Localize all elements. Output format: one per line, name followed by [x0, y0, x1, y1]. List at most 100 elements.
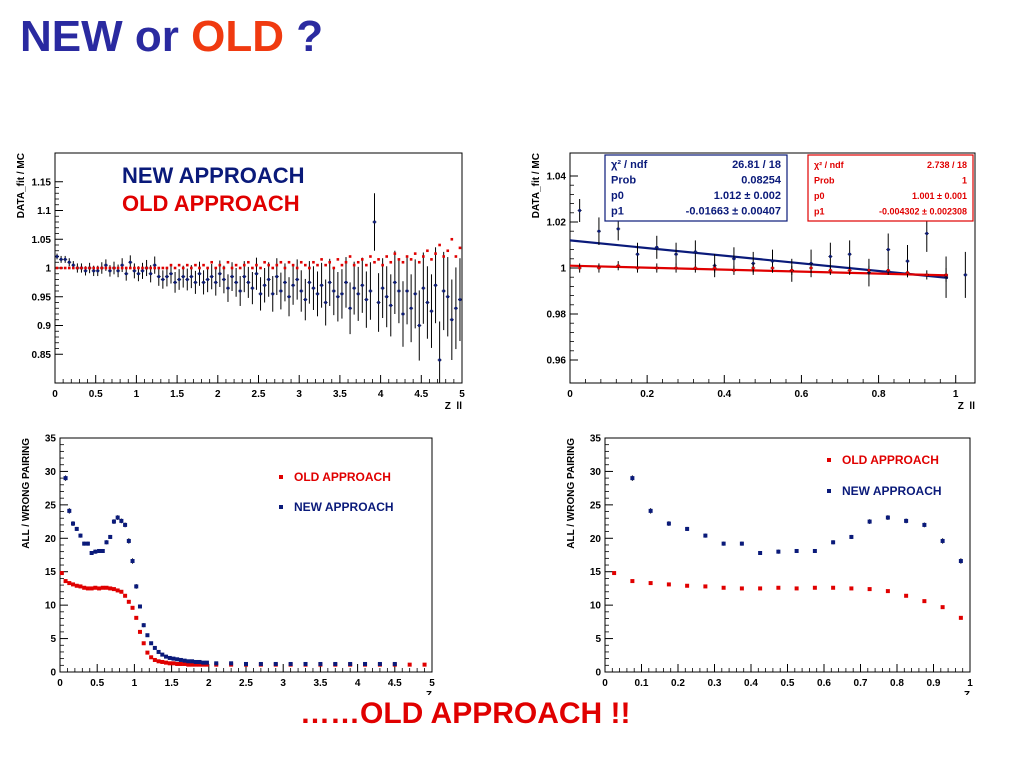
data-point — [336, 258, 340, 261]
data-point — [124, 266, 128, 270]
data-point — [206, 278, 209, 281]
data-point — [904, 593, 909, 598]
data-point — [194, 281, 197, 284]
data-point — [340, 292, 344, 296]
data-point — [790, 269, 794, 272]
data-point — [185, 263, 189, 267]
data-point — [59, 258, 63, 261]
data-point — [263, 260, 266, 264]
data-point — [288, 661, 293, 666]
legend-entry: OLD APPROACH — [842, 453, 939, 467]
data-point — [88, 266, 91, 270]
x-tick-label: 1 — [967, 678, 973, 689]
data-point — [111, 519, 116, 524]
y-tick-label: 15 — [590, 567, 602, 578]
data-point — [308, 281, 311, 284]
data-point — [59, 266, 63, 270]
data-point — [867, 269, 871, 272]
data-point — [328, 281, 332, 284]
data-point — [206, 266, 209, 270]
data-point — [401, 260, 405, 264]
y-tick-label: 5 — [595, 634, 601, 645]
y-tick-label: 25 — [590, 500, 602, 511]
y-tick-label: 0 — [595, 668, 601, 679]
data-point — [612, 571, 617, 576]
data-point — [385, 255, 389, 258]
data-point — [267, 278, 270, 281]
data-point — [100, 585, 105, 590]
data-point — [333, 661, 338, 666]
data-point — [104, 263, 108, 267]
stats-label: χ² / ndf — [814, 160, 845, 170]
data-point — [115, 515, 120, 520]
data-point — [185, 278, 189, 281]
data-point — [157, 275, 161, 278]
data-point — [164, 654, 169, 659]
data-point — [616, 264, 620, 267]
data-point — [336, 295, 340, 299]
stats-label: p0 — [611, 190, 624, 202]
data-point — [360, 258, 364, 261]
data-point — [202, 263, 205, 267]
data-point — [78, 584, 83, 589]
data-point — [925, 273, 929, 277]
data-point — [82, 541, 87, 546]
data-point — [214, 281, 218, 284]
data-point — [258, 661, 263, 666]
data-point — [694, 266, 697, 270]
data-point — [867, 519, 872, 524]
data-point — [316, 263, 319, 267]
data-point — [578, 209, 581, 212]
y-tick-label: 1.04 — [547, 172, 567, 183]
data-point — [295, 266, 299, 270]
data-point — [72, 266, 75, 270]
data-point — [732, 257, 736, 261]
data-point — [67, 260, 71, 264]
data-point — [85, 586, 90, 591]
x-tick-label: 0.8 — [872, 389, 886, 400]
data-point — [885, 515, 890, 520]
data-point — [365, 298, 368, 301]
data-point — [597, 266, 601, 270]
y-axis-label: ALL / WRONG PAIRING — [21, 438, 32, 549]
x-axis-label: Z_ll — [958, 401, 975, 410]
x-tick-label: 0.2 — [671, 678, 685, 689]
data-point — [377, 661, 382, 666]
data-point — [964, 273, 967, 277]
data-point — [324, 301, 327, 304]
x-tick-label: 3.5 — [313, 678, 327, 689]
data-point — [63, 579, 68, 584]
data-point — [116, 266, 120, 270]
data-point — [925, 232, 929, 235]
data-point — [89, 586, 94, 591]
data-point — [940, 605, 945, 610]
data-point — [401, 312, 405, 316]
data-point — [450, 237, 454, 241]
y-tick-label: 0.95 — [32, 292, 52, 303]
y-tick-label: 0.96 — [547, 356, 567, 367]
data-point — [153, 263, 157, 267]
data-point — [369, 289, 372, 293]
chart-ratio-fit: 0 0.2 0.4 0.6 0.8 1 0.96 0.98 1 1.02 1.04 Z_ll DATA_… — [531, 152, 976, 410]
data-point — [93, 585, 98, 590]
data-point — [190, 275, 193, 278]
data-point — [356, 260, 360, 264]
x-tick-label: 3.5 — [333, 389, 347, 400]
data-point — [229, 661, 234, 666]
data-point — [267, 263, 270, 267]
data-point — [348, 661, 353, 666]
title-new-or: NEW or — [20, 12, 192, 61]
chart-pairing-zoom: 0 0.1 0.2 0.3 0.4 0.5 0.6 0.7 0.8 0.9 105101520253… — [566, 434, 973, 696]
data-point — [356, 292, 360, 296]
data-point — [82, 585, 87, 590]
stats-box-old — [807, 154, 974, 222]
data-point — [381, 263, 384, 267]
data-point — [238, 289, 242, 293]
data-point — [275, 263, 279, 267]
x-axis-label: Z_ll — [445, 401, 462, 410]
x-tick-label: 1 — [953, 389, 959, 400]
data-point — [848, 269, 851, 272]
data-point — [340, 263, 344, 267]
data-point — [377, 301, 380, 304]
data-point — [173, 266, 177, 270]
